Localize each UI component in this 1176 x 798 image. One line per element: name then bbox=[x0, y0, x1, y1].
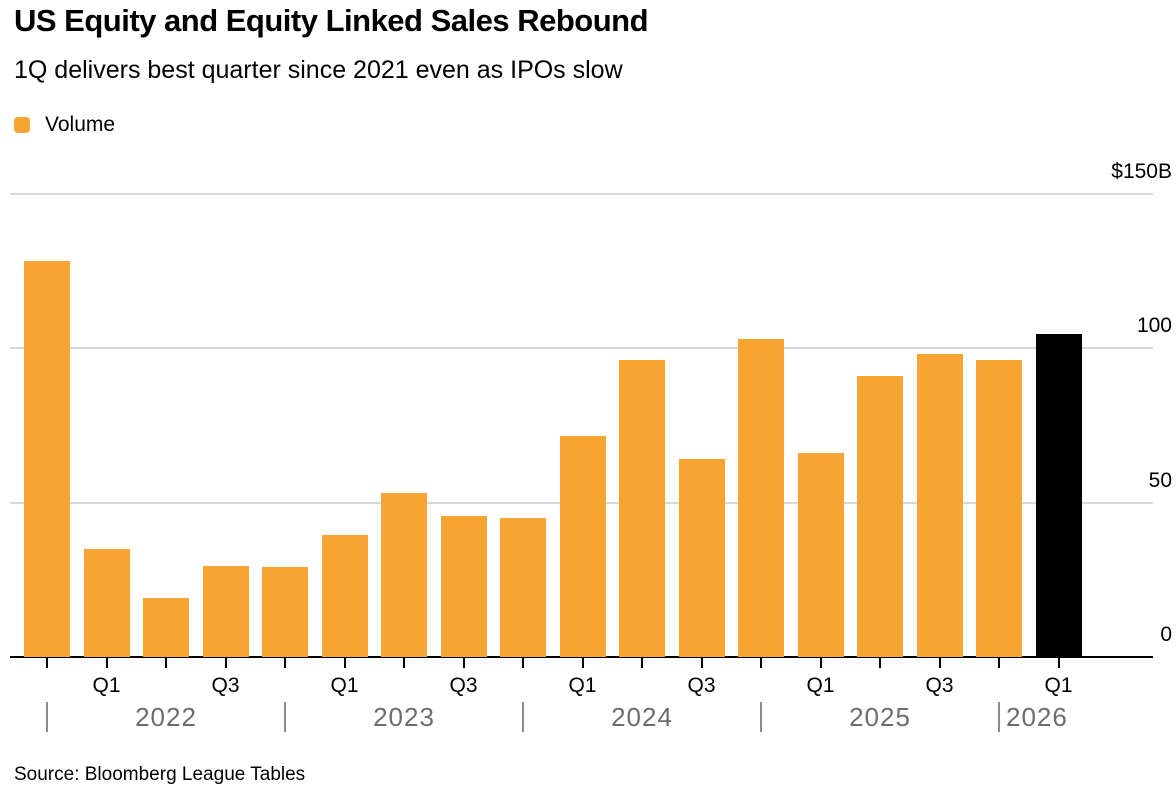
year-separator-2024 bbox=[522, 702, 524, 732]
bar-q1-2025 bbox=[797, 453, 844, 657]
chart-area: $150B 100 50 0 Q1 Q3 Q1 Q3 Q1 Q3 Q1 Q3 Q1 2022 2023 202… bbox=[0, 150, 1176, 762]
x-axis-baseline bbox=[10, 656, 1153, 658]
x-axis-label-q3-2025: Q3 bbox=[925, 674, 954, 697]
bar-q2-2023 bbox=[381, 493, 427, 657]
x-axis-tick-q4-2024 bbox=[760, 658, 762, 668]
bar-q2-2024 bbox=[619, 360, 665, 657]
x-axis-label-q3-2022: Q3 bbox=[211, 674, 240, 697]
x-axis-tick-q1-2026 bbox=[1057, 658, 1060, 668]
bar-q2-2022 bbox=[143, 598, 189, 657]
bar-q4-2025 bbox=[976, 360, 1022, 657]
x-axis-tick-q2-2025 bbox=[879, 658, 881, 668]
year-separator-2023 bbox=[284, 702, 286, 732]
x-axis-tick-q3-2025 bbox=[938, 658, 941, 668]
x-axis-label-q1-2025: Q1 bbox=[806, 674, 835, 697]
x-axis-tick-q1-2025 bbox=[819, 658, 822, 668]
x-axis-tick-q3-2022 bbox=[224, 658, 227, 668]
bar-q3-2022 bbox=[202, 565, 249, 657]
year-separator-2022 bbox=[46, 702, 48, 732]
year-separator-2026 bbox=[998, 702, 1000, 732]
x-axis-tick-q4-2025 bbox=[998, 658, 1000, 668]
x-axis-tick-q4-2023 bbox=[522, 658, 524, 668]
bar-q1-2024 bbox=[559, 436, 606, 657]
year-label-2024: 2024 bbox=[611, 702, 673, 732]
x-axis-tick-q4-2022 bbox=[284, 658, 286, 668]
x-axis-label-q1-2023: Q1 bbox=[330, 674, 359, 697]
bar-q4-2024 bbox=[738, 338, 784, 657]
bar-q1-2026 bbox=[1035, 334, 1082, 657]
year-label-2025: 2025 bbox=[849, 702, 911, 732]
y-axis-label-50: 50 bbox=[1148, 468, 1172, 492]
x-axis-tick-q2-2022 bbox=[165, 658, 167, 668]
bar-q4-2023 bbox=[500, 517, 546, 657]
y-axis-label-100: 100 bbox=[1136, 314, 1172, 337]
source-note: Source: Bloomberg League Tables bbox=[14, 764, 306, 785]
bar-q3-2025 bbox=[916, 354, 963, 657]
x-axis-tick-q1-2024 bbox=[581, 658, 584, 668]
gridline-100 bbox=[10, 347, 1153, 349]
x-axis-label-q1-2024: Q1 bbox=[568, 674, 597, 697]
legend-swatch-icon bbox=[14, 117, 30, 133]
bar-q3-2023 bbox=[440, 516, 487, 657]
year-separator-2025 bbox=[760, 702, 762, 732]
x-axis-tick-q2-2023 bbox=[403, 658, 405, 668]
x-axis-label-q3-2023: Q3 bbox=[449, 674, 478, 697]
x-axis-label-q1-2026: Q1 bbox=[1044, 674, 1073, 697]
chart-title: US Equity and Equity Linked Sales Reboun… bbox=[14, 3, 649, 38]
x-axis-tick-q4-2021 bbox=[46, 658, 48, 668]
legend: Volume bbox=[14, 112, 115, 138]
x-axis-tick-q3-2024 bbox=[700, 658, 703, 668]
x-axis-tick-q1-2022 bbox=[105, 658, 108, 668]
x-axis-tick-q2-2024 bbox=[641, 658, 643, 668]
year-label-2026: 2026 bbox=[1006, 702, 1068, 732]
bar-q3-2024 bbox=[678, 459, 725, 657]
x-axis-label-q3-2024: Q3 bbox=[687, 674, 716, 697]
x-axis-label-q1-2022: Q1 bbox=[92, 674, 121, 697]
gridline-150 bbox=[10, 192, 1153, 195]
bar-q4-2021 bbox=[24, 261, 70, 657]
y-axis-label-0: 0 bbox=[1160, 623, 1172, 646]
bar-q4-2022 bbox=[262, 567, 308, 657]
x-axis-tick-q1-2023 bbox=[343, 658, 346, 668]
year-label-2022: 2022 bbox=[135, 702, 197, 732]
bar-q1-2022 bbox=[83, 548, 130, 657]
chart-subtitle: 1Q delivers best quarter since 2021 even… bbox=[14, 56, 623, 84]
x-axis-tick-q3-2023 bbox=[462, 658, 465, 668]
year-label-2023: 2023 bbox=[373, 702, 435, 732]
bar-q2-2025 bbox=[857, 375, 903, 657]
legend-label-volume: Volume bbox=[45, 113, 116, 136]
bar-q1-2023 bbox=[321, 534, 368, 657]
y-axis-label-150: $150B bbox=[1111, 159, 1172, 183]
